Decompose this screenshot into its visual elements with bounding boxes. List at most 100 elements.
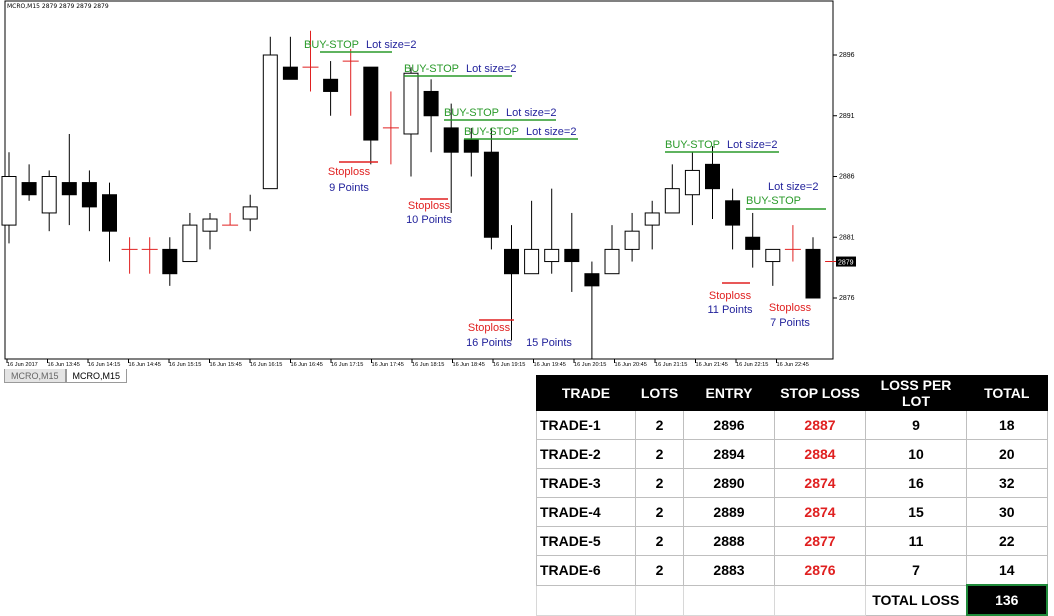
chart-title: MCRO,M15 2879 2879 2879 2879 bbox=[7, 3, 109, 10]
cell-trade: TRADE-4 bbox=[536, 497, 636, 527]
cell-stop-loss: 2876 bbox=[774, 555, 866, 586]
table-header-row: TRADE LOTS ENTRY STOP LOSS LOSS PER LOT … bbox=[536, 375, 1048, 411]
candle bbox=[725, 188, 741, 250]
candle bbox=[483, 127, 499, 250]
total-loss-value: 136 bbox=[965, 584, 1048, 616]
x-tick-label: 16 Jun 16:45 bbox=[291, 362, 323, 368]
x-tick-label: 16 Jun 19:15 bbox=[493, 362, 525, 368]
tab-mcro-2[interactable]: MCRO,M15 bbox=[65, 369, 128, 383]
x-tick-label: 16 Jun 21:45 bbox=[696, 362, 728, 368]
cell-loss-per-lot: 16 bbox=[865, 468, 967, 498]
candle bbox=[162, 237, 178, 286]
candle bbox=[765, 248, 781, 286]
y-tick-label: 2881 bbox=[839, 234, 855, 241]
stoploss-label: Stoploss bbox=[328, 166, 371, 178]
candle bbox=[403, 67, 419, 177]
table-row: TRADE-2 2 2894 2884 10 20 bbox=[536, 439, 1048, 469]
points-label: 10 Points bbox=[406, 214, 452, 226]
total-row: TOTAL LOSS 136 bbox=[536, 584, 1048, 616]
candle bbox=[805, 237, 821, 299]
cell-trade: TRADE-1 bbox=[536, 410, 636, 440]
cell-lots: 2 bbox=[635, 526, 684, 556]
candle bbox=[81, 170, 97, 232]
cell-stop-loss: 2874 bbox=[774, 468, 866, 498]
buy-stop-annotation: BUY-STOP Lot size=2 bbox=[444, 107, 556, 121]
candle bbox=[61, 133, 77, 226]
buy-stop-label: BUY-STOP bbox=[304, 39, 359, 51]
buy-stop-label: BUY-STOP bbox=[746, 195, 801, 207]
candle bbox=[423, 79, 439, 153]
y-tick-label: 2891 bbox=[839, 113, 855, 120]
header-lots: LOTS bbox=[635, 375, 684, 411]
x-tick-label: 16 Jun 19:45 bbox=[534, 362, 566, 368]
cell-trade: TRADE-6 bbox=[536, 555, 636, 586]
header-entry: ENTRY bbox=[683, 375, 775, 411]
x-tick-label: 16 Jun 15:45 bbox=[210, 362, 242, 368]
candle bbox=[684, 152, 700, 226]
buy-stop-annotation: BUY-STOP Lot size=2 bbox=[665, 139, 779, 153]
stoploss-annotation: Stoploss 16 Points bbox=[466, 319, 514, 349]
cell-total: 18 bbox=[966, 410, 1048, 440]
x-tick-label: 16 Jun 22:45 bbox=[777, 362, 809, 368]
points-label: 7 Points bbox=[770, 317, 810, 329]
empty-cell bbox=[635, 584, 684, 616]
cell-total: 22 bbox=[966, 526, 1048, 556]
y-tick-label: 2896 bbox=[839, 52, 855, 59]
x-tick-label: 16 Jun 17:45 bbox=[372, 362, 404, 368]
stoploss-label: Stoploss bbox=[769, 302, 812, 314]
cell-stop-loss: 2887 bbox=[774, 410, 866, 440]
current-price-label: 2879 bbox=[838, 260, 854, 267]
buy-stop-annotation: BUY-STOP Lot size=2 bbox=[304, 39, 416, 53]
empty-cell bbox=[683, 584, 775, 616]
x-tick-label: 16 Jun 18:15 bbox=[412, 362, 444, 368]
candle bbox=[544, 188, 560, 274]
candle bbox=[784, 225, 801, 262]
candle bbox=[323, 61, 339, 116]
cell-trade: TRADE-5 bbox=[536, 526, 636, 556]
cell-lots: 2 bbox=[635, 410, 684, 440]
candle bbox=[363, 66, 379, 165]
cell-lots: 2 bbox=[635, 439, 684, 469]
cell-trade: TRADE-3 bbox=[536, 468, 636, 498]
candle bbox=[102, 182, 117, 262]
points-label: 11 Points bbox=[707, 304, 753, 316]
candle bbox=[382, 91, 399, 165]
total-loss-label: TOTAL LOSS bbox=[865, 584, 967, 616]
cell-loss-per-lot: 9 bbox=[865, 410, 967, 440]
tab-mcro-1[interactable]: MCRO,M15 bbox=[4, 369, 66, 383]
x-tick-label: 16 Jun 17:15 bbox=[331, 362, 363, 368]
x-tick-label: 16 Jun 22:15 bbox=[736, 362, 768, 368]
cell-stop-loss: 2884 bbox=[774, 439, 866, 469]
candle bbox=[262, 36, 278, 190]
candle bbox=[443, 103, 459, 213]
header-stop-loss: STOP LOSS bbox=[774, 375, 866, 411]
lot-size-label: Lot size=2 bbox=[768, 181, 818, 193]
cell-total: 32 bbox=[966, 468, 1048, 498]
cell-loss-per-lot: 15 bbox=[865, 497, 967, 527]
x-tick-label: 16 Jun 14:45 bbox=[129, 362, 161, 368]
points-label: 15 Points bbox=[526, 337, 572, 349]
stoploss-label: Stoploss bbox=[709, 290, 752, 302]
cell-loss-per-lot: 10 bbox=[865, 439, 967, 469]
candle bbox=[342, 48, 359, 116]
x-tick-label: 16 Jun 15:15 bbox=[169, 362, 201, 368]
stoploss-annotation: Stoploss 9 Points bbox=[328, 161, 378, 194]
stoploss-annotation: Stoploss 11 Points bbox=[707, 282, 753, 316]
lot-size-label: Lot size=2 bbox=[366, 39, 416, 51]
header-loss-per-lot: LOSS PER LOT bbox=[865, 375, 967, 411]
y-tick-label: 2876 bbox=[839, 295, 855, 302]
x-tick-label: 16 Jun 21:15 bbox=[655, 362, 687, 368]
cell-entry: 2894 bbox=[683, 439, 775, 469]
stoploss-annotation: 15 Points bbox=[526, 337, 572, 349]
header-total: TOTAL bbox=[966, 375, 1048, 411]
stoploss-label: Stoploss bbox=[408, 200, 451, 212]
cell-entry: 2896 bbox=[683, 410, 775, 440]
points-label: 9 Points bbox=[329, 182, 369, 194]
lot-size-label: Lot size=2 bbox=[466, 63, 516, 75]
candle bbox=[282, 36, 298, 80]
buy-stop-label: BUY-STOP bbox=[404, 63, 459, 75]
x-tick-label: 16 Jun 20:45 bbox=[615, 362, 647, 368]
cell-total: 20 bbox=[966, 439, 1048, 469]
x-tick-label: 16 Jun 20:15 bbox=[574, 362, 606, 368]
buy-stop-label: BUY-STOP bbox=[665, 139, 720, 151]
